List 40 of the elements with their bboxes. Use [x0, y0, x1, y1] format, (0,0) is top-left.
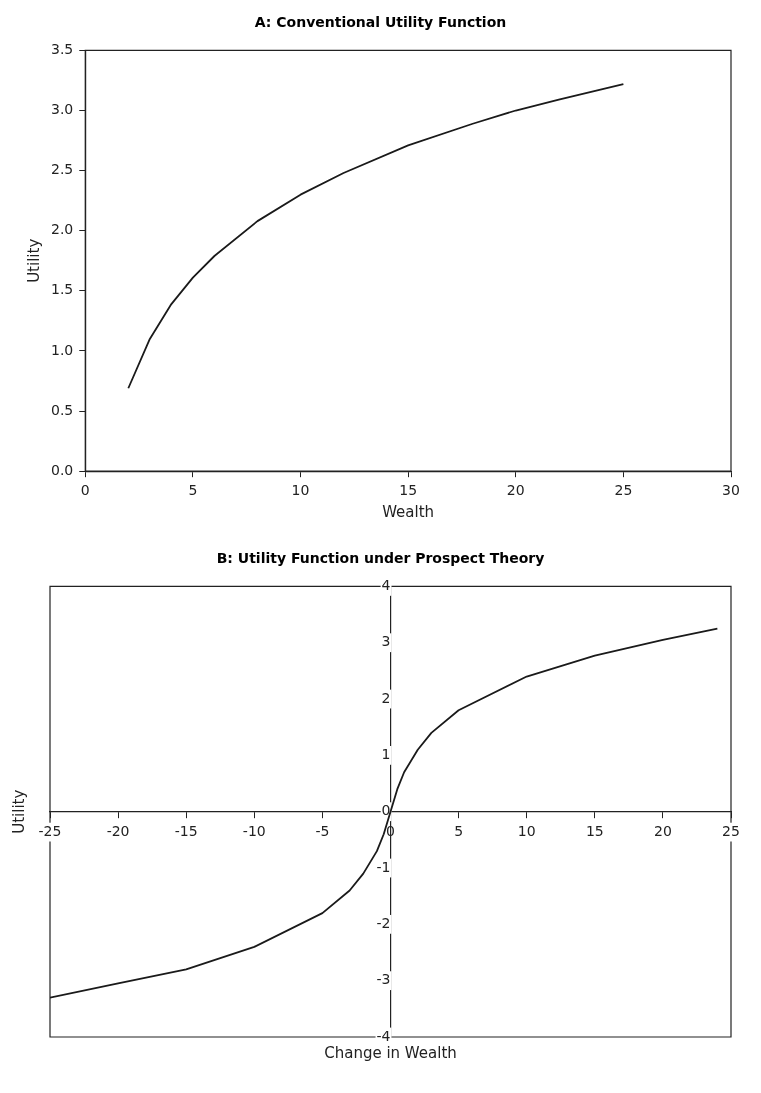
y-tick-label: 2.5	[51, 161, 74, 178]
x-tick-label: 10	[517, 822, 536, 839]
x-tick-label: 10	[291, 482, 310, 499]
y-axis-title: Utility	[9, 789, 28, 834]
x-tick-label: 15	[399, 482, 418, 499]
x-tick-label: 25	[614, 482, 633, 499]
y-tick-label: -1	[376, 858, 391, 875]
x-tick-label: -5	[315, 822, 330, 839]
x-tick-label: 20	[506, 482, 525, 499]
x-tick-label: 5	[454, 822, 464, 839]
y-tick-label: 0.0	[51, 461, 74, 478]
y-tick-label: 2.0	[51, 221, 74, 238]
y-tick-label: 0	[381, 802, 391, 819]
y-tick-label: -3	[376, 971, 391, 988]
x-axis-title: Wealth	[382, 502, 435, 521]
y-tick-label: 1.5	[51, 281, 74, 298]
y-tick-label: 2	[381, 689, 391, 706]
x-tick-label: 15	[585, 822, 604, 839]
chart-title: B: Utility Function under Prospect Theory	[215, 549, 546, 568]
x-tick-label: -10	[242, 822, 266, 839]
x-tick-label: 25	[722, 822, 740, 839]
x-tick-label: 20	[653, 822, 672, 839]
x-tick-label: -15	[174, 822, 198, 839]
chart-title: A: Conventional Utility Function	[253, 13, 508, 32]
y-tick-label: 1	[381, 746, 391, 763]
y-tick-label: 3.5	[51, 41, 74, 58]
x-tick-label: -25	[38, 822, 62, 839]
y-tick-label: 1.0	[51, 341, 74, 358]
y-tick-label: 4	[381, 577, 391, 594]
x-tick-label: -20	[106, 822, 130, 839]
x-tick-label: 0	[80, 482, 90, 499]
x-axis-title: Change in Wealth	[324, 1044, 457, 1063]
x-tick-label: 5	[188, 482, 198, 499]
y-tick-label: 3.0	[51, 101, 74, 118]
y-tick-label: 0.5	[51, 401, 74, 418]
y-tick-label: -4	[376, 1027, 391, 1044]
y-tick-label: -2	[376, 914, 391, 931]
y-tick-label: 3	[381, 633, 391, 650]
x-tick-label: 30	[722, 482, 740, 499]
y-axis-title: Utility	[25, 238, 44, 283]
